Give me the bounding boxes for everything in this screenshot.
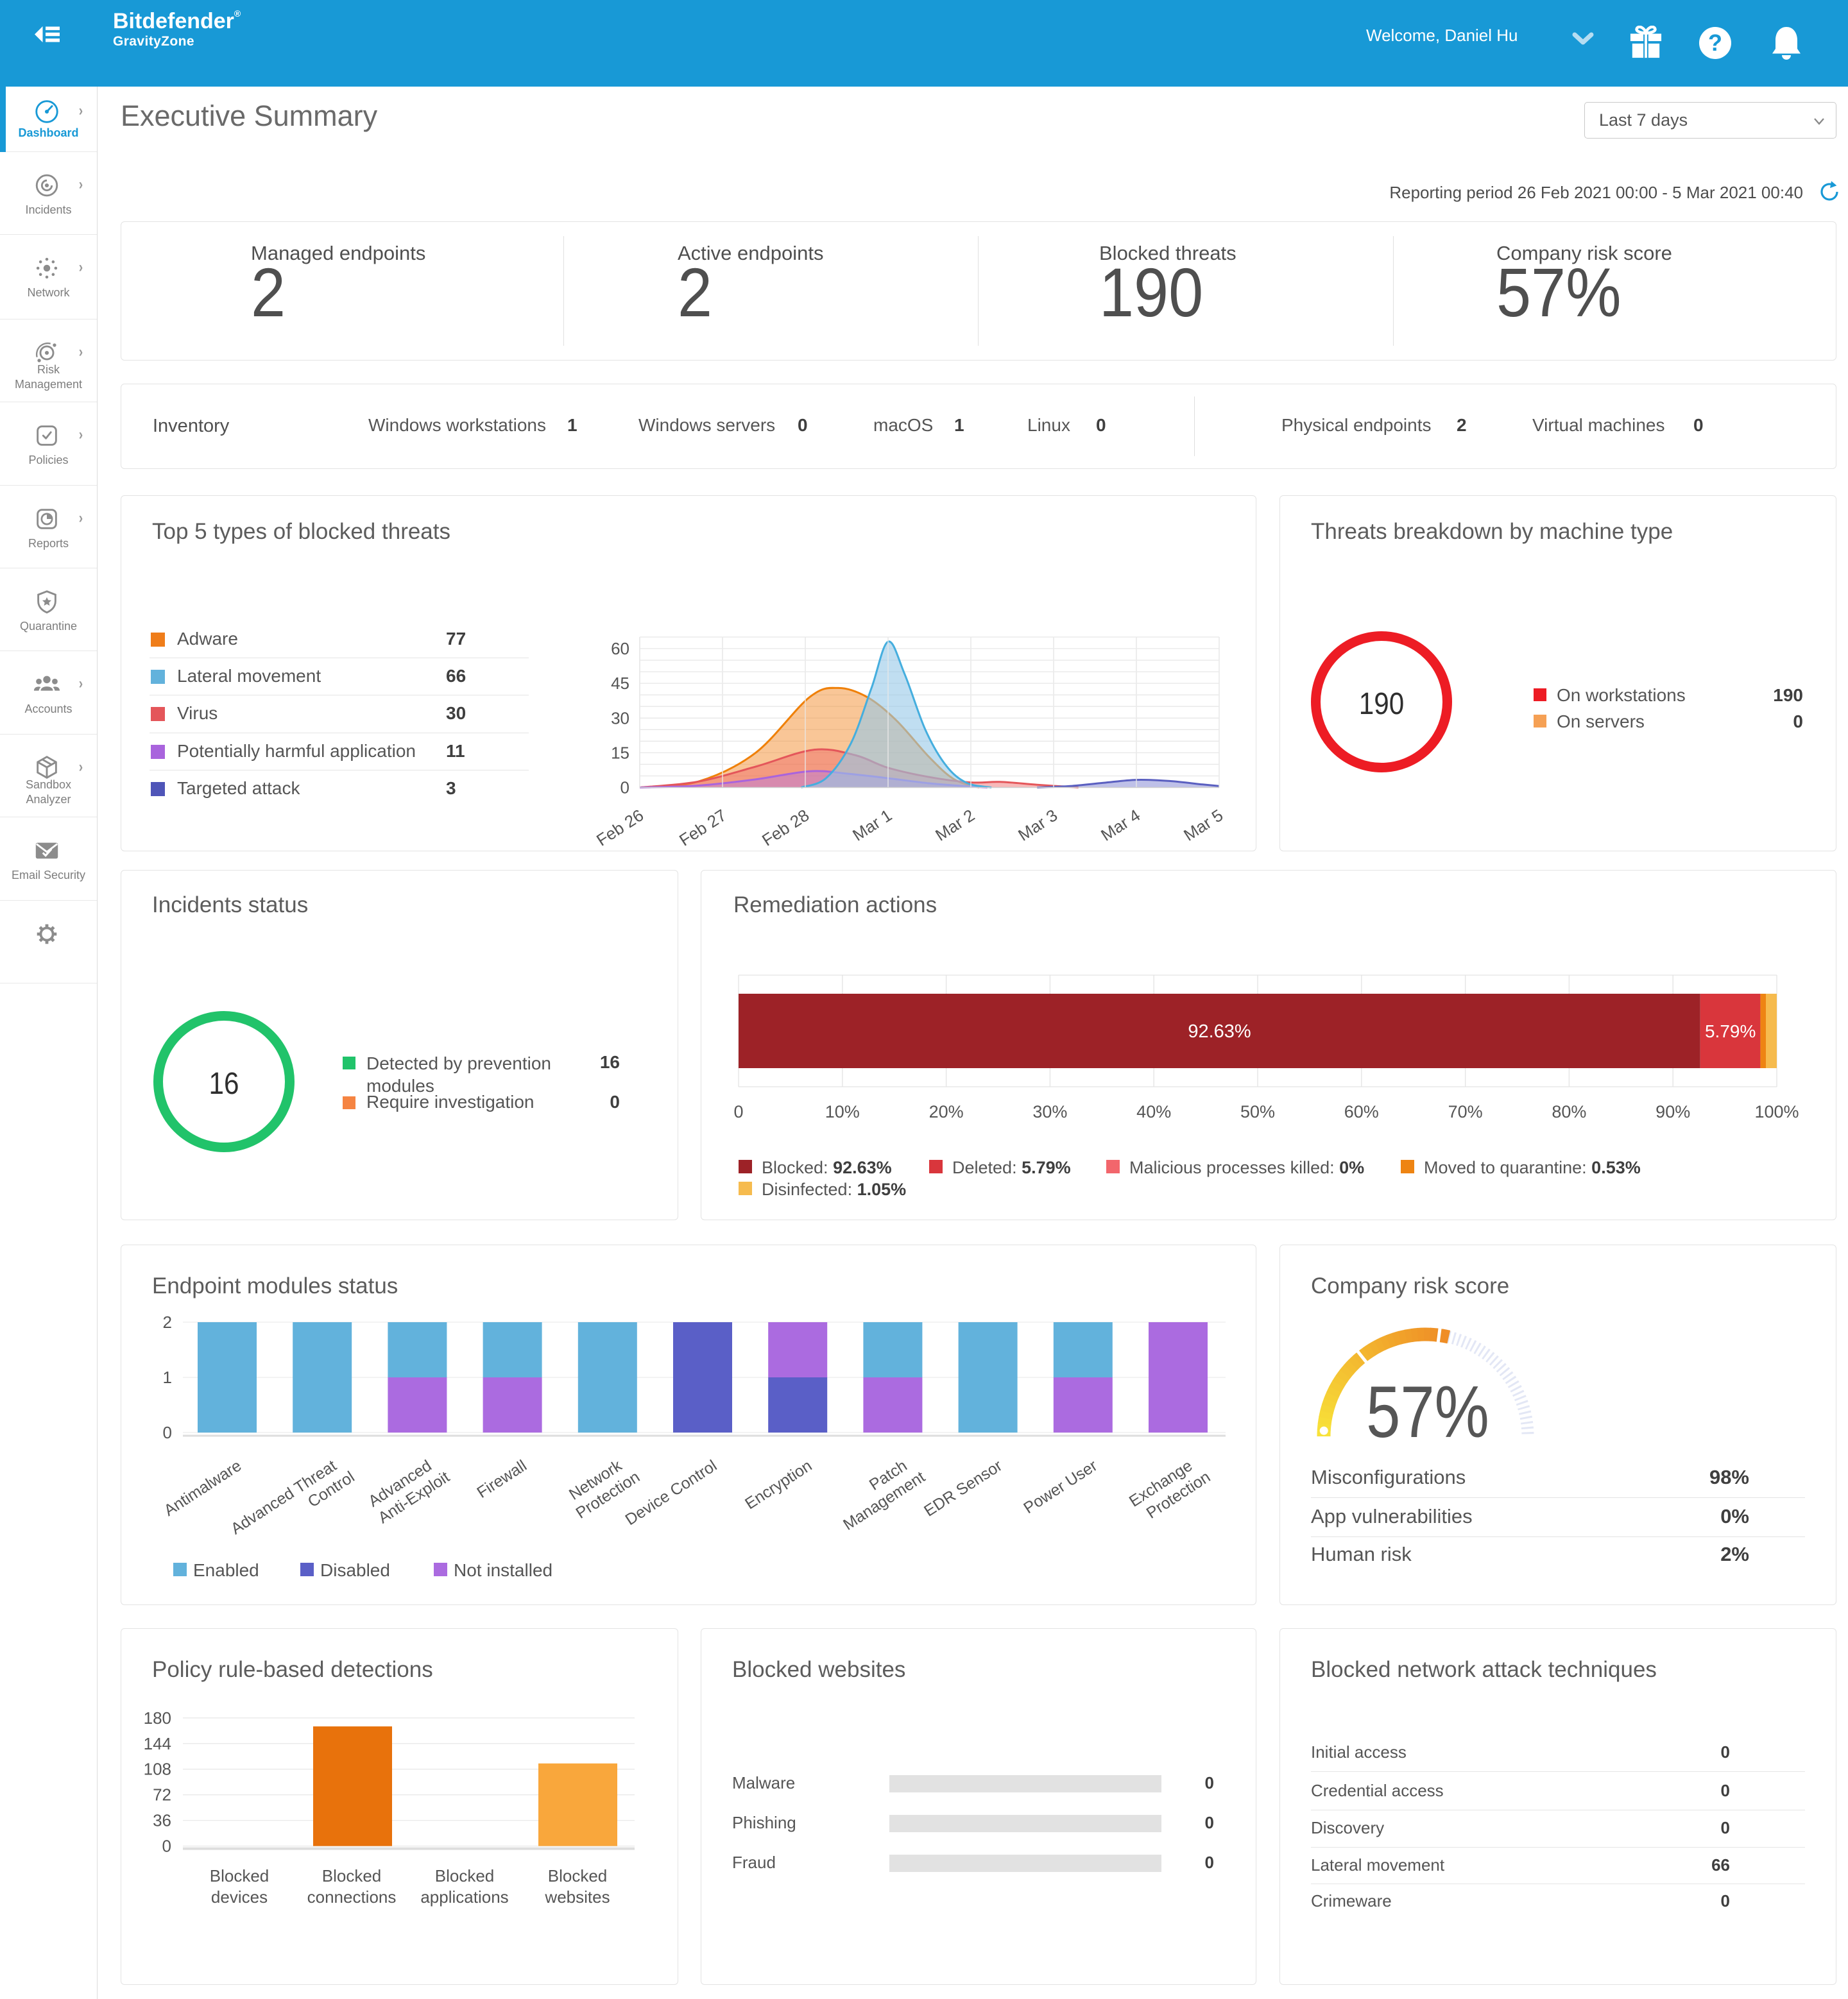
svg-text:0: 0 [620,778,629,797]
svg-text:10%: 10% [825,1102,860,1121]
svg-text:50%: 50% [1240,1102,1275,1121]
svg-text:20%: 20% [929,1102,964,1121]
svg-text:Mar 5: Mar 5 [1180,805,1226,844]
svg-text:1: 1 [163,1368,172,1387]
svg-text:60: 60 [611,639,629,658]
svg-text:15: 15 [611,743,629,762]
svg-text:45: 45 [611,674,629,693]
svg-text:30%: 30% [1032,1102,1067,1121]
svg-text:0: 0 [733,1102,743,1121]
svg-text:Feb 26: Feb 26 [593,805,647,847]
svg-text:AdvancedAnti-Exploit: AdvancedAnti-Exploit [364,1452,453,1527]
svg-text:70%: 70% [1448,1102,1483,1121]
svg-text:PatchManagement: PatchManagement [830,1452,928,1534]
svg-text:60%: 60% [1344,1102,1379,1121]
svg-text:NetworkProtection: NetworkProtection [562,1452,643,1522]
svg-text:Encryption: Encryption [742,1457,815,1513]
svg-text:92.63%: 92.63% [1188,1021,1251,1042]
svg-text:0: 0 [163,1423,172,1442]
svg-text:5.79%: 5.79% [1705,1021,1756,1041]
svg-text:144: 144 [144,1734,171,1753]
svg-text:ExchangeProtection: ExchangeProtection [1126,1452,1214,1527]
svg-text:100%: 100% [1754,1102,1799,1121]
svg-text:EDR Sensor: EDR Sensor [921,1457,1005,1520]
svg-text:2: 2 [163,1313,172,1332]
svg-text:40%: 40% [1136,1102,1171,1121]
svg-text:72: 72 [153,1785,171,1805]
svg-text:90%: 90% [1656,1102,1690,1121]
svg-text:180: 180 [144,1708,171,1728]
svg-text:Mar 4: Mar 4 [1097,805,1143,844]
svg-text:Power User: Power User [1020,1457,1100,1518]
svg-text:0: 0 [162,1837,171,1856]
svg-text:30: 30 [611,708,629,727]
svg-text:108: 108 [144,1760,171,1779]
svg-text:80%: 80% [1552,1102,1586,1121]
svg-text:Mar 1: Mar 1 [849,805,895,844]
svg-text:Firewall: Firewall [474,1457,529,1502]
svg-text:Feb 28: Feb 28 [758,805,812,847]
svg-text:Antimalware: Antimalware [161,1457,245,1520]
svg-text:Mar 2: Mar 2 [932,805,978,844]
svg-text:Device Control: Device Control [622,1457,721,1529]
svg-text:Feb 27: Feb 27 [676,805,730,847]
svg-text:Mar 3: Mar 3 [1014,805,1061,844]
svg-text:Advanced ThreatControl: Advanced ThreatControl [228,1452,358,1554]
svg-text:36: 36 [153,1811,171,1830]
